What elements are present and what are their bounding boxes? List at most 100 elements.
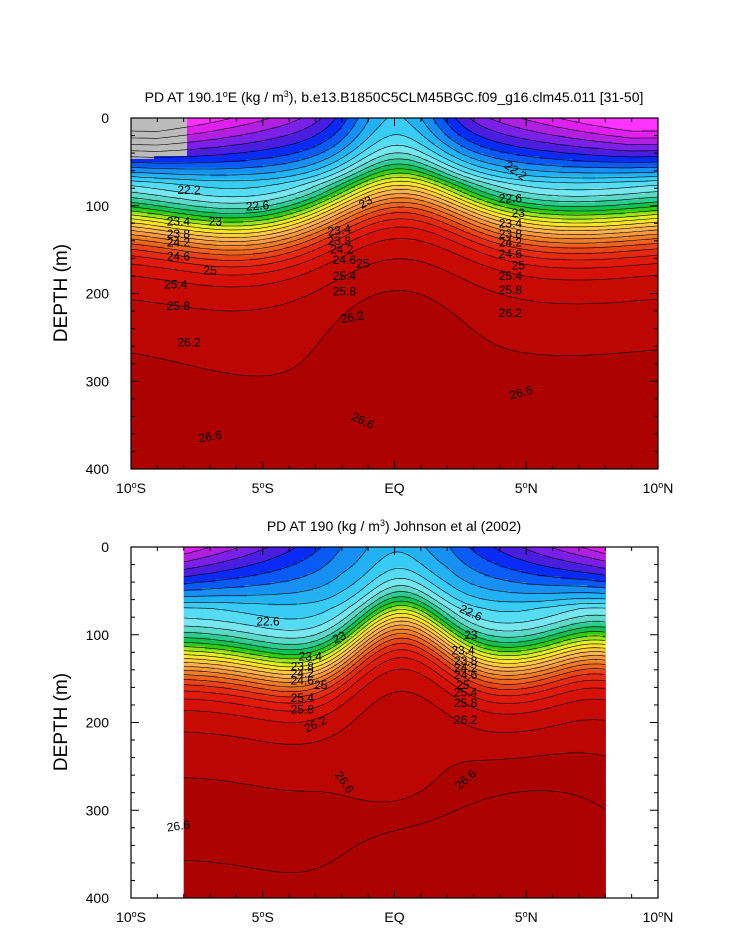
contour-line-21.8 xyxy=(183,547,606,578)
contour-label: 25.8 xyxy=(333,285,357,299)
contour-line-25 xyxy=(183,624,606,679)
contour-line-21 xyxy=(131,118,658,132)
contour-line-22.8 xyxy=(131,134,658,189)
contour-line-21.4 xyxy=(131,118,658,146)
model-panel: PD AT 190.1oE (kg / m3), b.e13.B1850C5CL… xyxy=(51,89,673,496)
contour-label: 26.6 xyxy=(197,428,223,446)
contour-label: 23.4 xyxy=(499,216,523,230)
contour-label: 25.4 xyxy=(164,278,188,292)
contour-line-23 xyxy=(131,144,658,198)
contour-line-22.2 xyxy=(183,547,606,591)
contour-line-22 xyxy=(131,118,658,164)
contour-line-23.8 xyxy=(131,168,658,219)
model-y-axis-label: DEPTH (m) xyxy=(51,244,72,342)
y-tick-label: 0 xyxy=(101,110,109,126)
contour-line-23.2 xyxy=(131,152,658,204)
contour-label: 24.2 xyxy=(291,666,315,680)
contour-label: 24.2 xyxy=(499,236,523,250)
contour-label: 25.8 xyxy=(454,696,478,710)
contour-line-24.4 xyxy=(131,180,658,231)
contour-line-24.4 xyxy=(183,613,606,668)
contour-line-23.4 xyxy=(183,591,606,645)
contour-label: 22.2 xyxy=(177,183,201,197)
contour-label: 24.6 xyxy=(333,253,357,267)
observation-contour-lines xyxy=(183,547,606,873)
contour-label: 24.6 xyxy=(499,247,523,261)
contour-line-26.2 xyxy=(183,657,606,712)
contour-line-23 xyxy=(183,578,606,631)
contour-label: 26.6 xyxy=(166,817,191,834)
contour-label: 23.8 xyxy=(291,659,315,673)
contour-line-22 xyxy=(183,547,606,585)
contour-line-25.4 xyxy=(131,201,658,251)
x-tick-label: 5oS xyxy=(252,480,274,496)
contour-label: 26.6 xyxy=(508,383,534,403)
contour-line-23.4 xyxy=(131,158,658,209)
observation-y-axis-label: DEPTH (m) xyxy=(51,673,72,771)
contour-label: 23.4 xyxy=(299,650,323,664)
contour-label: 25.4 xyxy=(499,269,523,283)
contour-label: 25.4 xyxy=(454,686,478,700)
contour-label: 24.2 xyxy=(454,661,478,675)
contour-line-24.2 xyxy=(183,609,606,664)
contour-line-26 xyxy=(183,649,606,704)
contour-line-24.6 xyxy=(131,184,658,234)
contour-label: 25.4 xyxy=(333,269,357,283)
contour-label: 23 xyxy=(209,215,223,229)
contour-label: 22.6 xyxy=(245,198,270,214)
contour-label: 25.8 xyxy=(291,702,315,716)
contour-label: 25.8 xyxy=(499,283,523,297)
contour-label: 23 xyxy=(512,206,526,220)
x-tick-label: EQ xyxy=(384,909,404,925)
contour-line-25.6 xyxy=(131,206,658,256)
contour-label: 22.6 xyxy=(499,192,523,206)
y-tick-label: 400 xyxy=(86,890,110,906)
contour-line-26 xyxy=(131,218,658,268)
contour-line-21.6 xyxy=(131,118,658,152)
y-tick-label: 200 xyxy=(86,286,110,302)
contour-line-26.6 xyxy=(183,691,606,745)
contour-label: 26.2 xyxy=(499,306,523,320)
contour-line-24.6 xyxy=(183,616,606,671)
contour-label: 25 xyxy=(203,264,217,278)
contour-line-21.6 xyxy=(183,547,606,570)
contour-line-24.8 xyxy=(131,189,658,238)
y-tick-label: 400 xyxy=(86,461,110,477)
contour-label: 24.2 xyxy=(330,243,354,257)
contour-label: 23.8 xyxy=(167,227,191,241)
contour-line-25.8 xyxy=(131,212,658,261)
contour-label: 25 xyxy=(356,257,370,271)
x-tick-label: 5oN xyxy=(515,909,538,925)
contour-label: 25 xyxy=(456,678,470,692)
contour-line-22.8 xyxy=(183,568,606,620)
contour-line-26.4 xyxy=(183,668,606,723)
contour-line-21.8 xyxy=(131,118,658,158)
y-tick-label: 300 xyxy=(86,373,110,389)
contour-label: 23.8 xyxy=(328,234,352,248)
contour-label: 24.6 xyxy=(291,673,315,687)
observation-title: PD AT 190 (kg / m3) Johnson et al (2002) xyxy=(267,518,521,534)
x-tick-label: 10oS xyxy=(116,480,146,496)
x-tick-label: 10oN xyxy=(643,480,674,496)
contour-line-24 xyxy=(131,172,658,223)
contour-label: 24.6 xyxy=(454,668,478,682)
contour-label: 23.4 xyxy=(167,215,191,229)
contour-line-25.6 xyxy=(183,637,606,692)
model-title: PD AT 190.1oE (kg / m3), b.e13.B1850C5CL… xyxy=(145,89,644,105)
contour-line-25.2 xyxy=(183,628,606,683)
contour-label: 26.2 xyxy=(177,336,201,350)
contour-label: 25.4 xyxy=(291,691,315,705)
y-tick-label: 300 xyxy=(86,802,110,818)
x-tick-label: 10oS xyxy=(116,909,146,925)
contour-line-27 xyxy=(183,790,606,873)
contour-line-22.4 xyxy=(183,547,606,597)
contour-line-23.2 xyxy=(183,585,606,639)
contour-line-22.6 xyxy=(131,118,658,182)
y-tick-label: 100 xyxy=(86,627,110,643)
x-tick-label: 5oN xyxy=(515,480,538,496)
contour-label: 26.2 xyxy=(340,308,366,326)
contour-line-25.2 xyxy=(131,197,658,246)
y-tick-label: 0 xyxy=(101,539,109,555)
